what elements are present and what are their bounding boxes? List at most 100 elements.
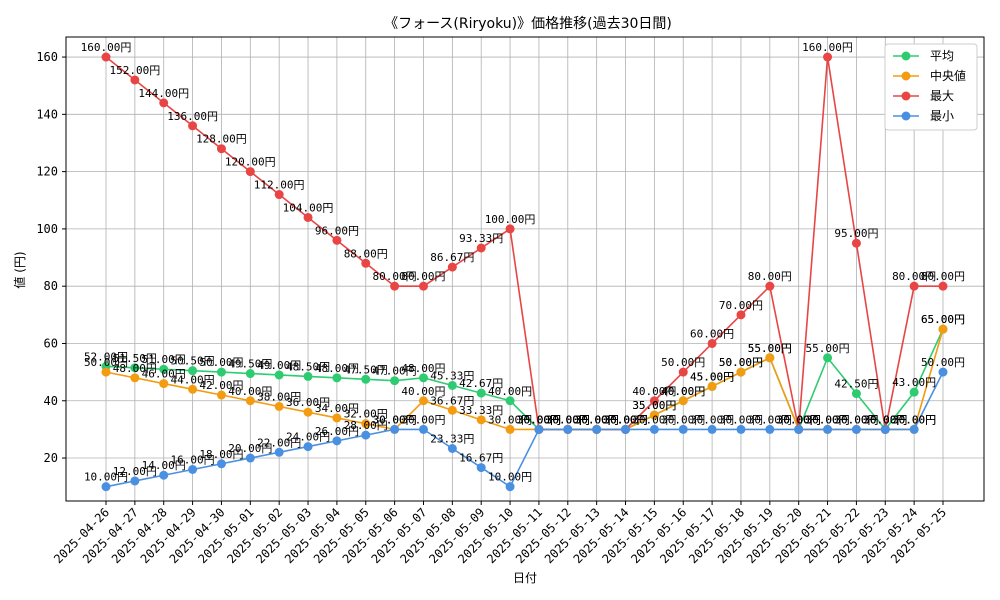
data-point [361,419,371,429]
legend-box [884,43,978,131]
legend-marker [901,111,911,121]
data-point [476,415,486,425]
y-tick-label: 80 [44,279,58,293]
y-tick-label: 20 [44,451,58,465]
data-point [505,482,515,492]
data-point [823,424,833,434]
data-label: 50.00円 [199,356,243,369]
y-tick-label: 40 [44,394,58,408]
legend-label: 中央値 [930,68,966,83]
data-label: 32.00円 [344,408,388,421]
data-label: 96.00円 [315,224,359,237]
data-point [794,424,804,434]
data-point [707,381,717,391]
data-label: 70.00円 [719,299,763,312]
data-point [736,367,746,377]
data-label: 45.00円 [690,370,734,383]
data-point [390,376,400,386]
y-axis-ticks: 20 40 60 80 100 120 140 160 [36,50,66,465]
data-label: 128.00円 [196,133,247,146]
data-point [649,396,659,406]
data-label: 95.00円 [834,227,878,240]
data-label: 88.00円 [344,247,388,260]
data-point [447,380,457,390]
data-label: 33.33円 [459,404,503,417]
data-point [101,482,111,492]
data-label: 36.00円 [286,396,330,409]
data-label: 47.00円 [373,365,417,378]
data-label: 42.00円 [199,379,243,392]
legend-marker [901,71,911,81]
data-point [130,75,140,85]
data-label: 26.00円 [315,425,359,438]
data-label: 120.00円 [225,156,276,169]
data-point [159,364,169,374]
data-point [765,281,775,291]
data-point [332,413,342,423]
grid [66,37,984,501]
data-label: 34.00円 [315,402,359,415]
data-label: 30.00円 [488,413,532,426]
data-point [505,224,515,234]
chart-title: 《フォース(Riryoku)》価格推移(過去30日間) [384,16,672,32]
data-labels: 52.00円51.50円51.00円50.50円50.00円49.50円49.0… [81,41,965,484]
data-point [361,430,371,440]
data-label: 136.00円 [167,110,218,123]
legend-label: 最大 [930,89,954,103]
data-point [188,384,198,394]
data-label: 30.00円 [805,413,849,426]
data-label: 52.00円 [84,350,128,363]
data-label: 50.00円 [719,356,763,369]
x-axis-ticks: 2025-04-262025-04-272025-04-282025-04-29… [51,501,949,566]
data-point [823,353,833,363]
data-point [909,281,919,291]
data-label: 40.00円 [661,385,705,398]
data-label: 30.00円 [575,413,619,426]
data-point [476,463,486,473]
data-label: 30.00円 [834,413,878,426]
data-point [130,476,140,486]
data-label: 30.00円 [575,413,619,426]
data-label: 152.00円 [109,64,160,77]
data-point [188,366,198,376]
data-point [332,436,342,446]
data-label: 48.00円 [401,362,445,375]
data-point [649,410,659,420]
data-point [390,424,400,434]
data-label: 30.00円 [892,413,936,426]
data-label: 80.00円 [921,270,965,283]
data-label: 46.00円 [142,368,186,381]
data-point [418,424,428,434]
legend-marker [901,51,911,61]
data-label: 112.00円 [254,179,305,192]
data-label: 40.00円 [401,385,445,398]
data-label: 14.00円 [142,459,186,472]
y-tick-label: 100 [36,222,58,236]
data-point [563,424,573,434]
data-label: 47.50円 [344,363,388,376]
data-point [851,238,861,248]
data-label: 65.00円 [921,313,965,326]
data-label: 86.67円 [430,251,474,264]
data-label: 22.00円 [257,436,301,449]
data-point [678,367,688,377]
data-label: 10.00円 [84,471,128,484]
legend-marker [901,91,911,101]
data-label: 80.00円 [373,270,417,283]
data-label: 24.00円 [286,431,330,444]
data-point [476,243,486,253]
data-label: 30.00円 [863,413,907,426]
data-point [216,367,226,377]
data-label: 30.00円 [603,413,647,426]
y-axis-title: 値 (円) [12,251,27,288]
data-point [159,379,169,389]
data-point [621,424,631,434]
data-point [851,424,861,434]
data-label: 65.00円 [921,313,965,326]
data-label: 104.00円 [283,201,334,214]
y-tick-label: 60 [44,336,58,350]
data-label: 30.00円 [546,413,590,426]
data-label: 40.00円 [661,385,705,398]
data-label: 49.50円 [228,358,272,371]
data-label: 50.00円 [921,356,965,369]
